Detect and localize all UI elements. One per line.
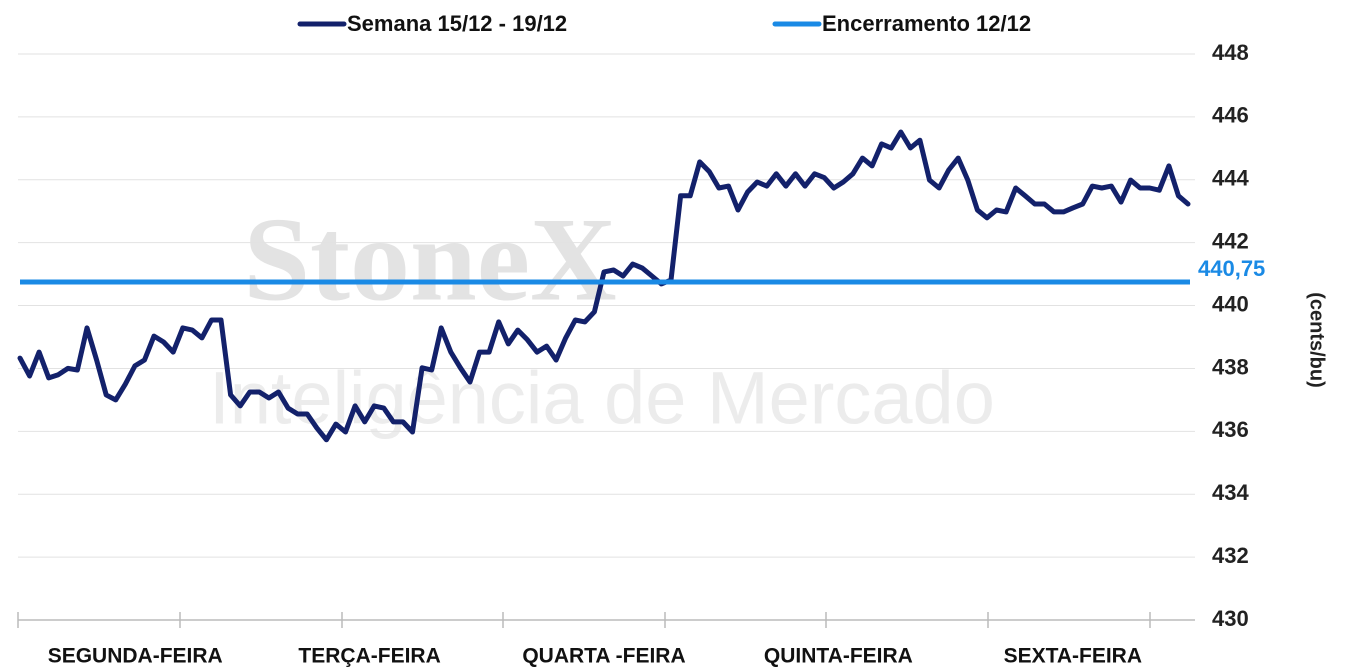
y-tick-label: 440 — [1212, 291, 1249, 316]
y-tick-label: 436 — [1212, 417, 1249, 442]
y-tick-label: 432 — [1212, 543, 1249, 568]
watermark-brand: StoneX — [243, 193, 616, 326]
x-tick-label: SEXTA-FEIRA — [1004, 645, 1142, 668]
y-tick-label: 442 — [1212, 228, 1249, 253]
y-tick-label: 434 — [1212, 480, 1249, 505]
series-line — [17, 129, 1191, 443]
x-tick-label: SEGUNDA-FEIRA — [48, 645, 223, 668]
y-tick-label: 446 — [1212, 103, 1249, 128]
value-label: 440,75 — [1198, 256, 1265, 281]
y-axis-label: (cents/bu) — [1306, 292, 1328, 388]
x-tick-label: QUINTA-FEIRA — [764, 645, 913, 668]
y-tick-label: 438 — [1212, 354, 1249, 379]
legend-item: Semana 15/12 - 19/12 — [297, 11, 567, 36]
y-tick-label: 430 — [1212, 606, 1249, 631]
x-tick-label: TERÇA-FEIRA — [298, 645, 440, 668]
y-tick-label: 448 — [1212, 40, 1249, 65]
x-tick-label: QUARTA -FEIRA — [522, 645, 685, 668]
y-tick-label: 444 — [1212, 166, 1249, 191]
legend-item: Encerramento 12/12 — [772, 11, 1031, 36]
legend-label: Encerramento 12/12 — [822, 11, 1031, 36]
watermark: StoneX Inteligência de Mercado — [209, 193, 995, 440]
legend-label: Semana 15/12 - 19/12 — [347, 11, 567, 36]
watermark-tagline: Inteligência de Mercado — [209, 357, 995, 440]
